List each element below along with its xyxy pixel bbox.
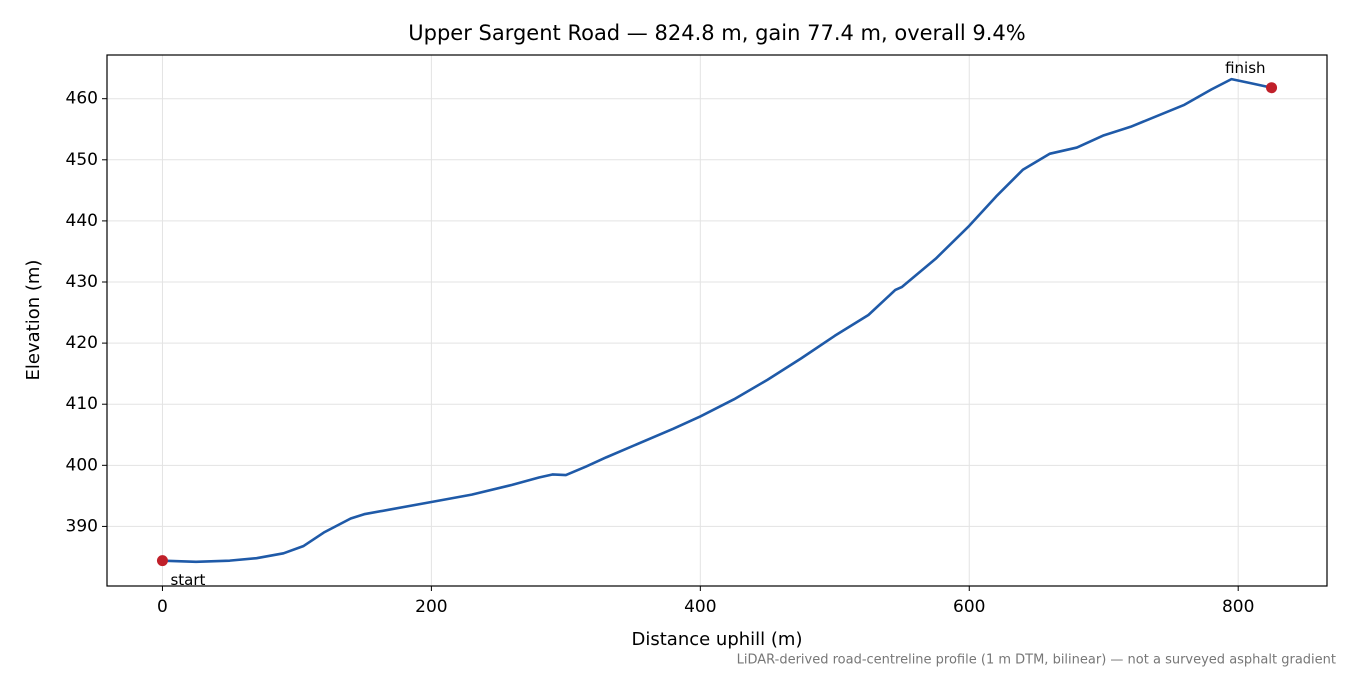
annotation: finish [1225, 59, 1265, 77]
y-tick-label: 450 [66, 150, 98, 170]
x-tick-label: 200 [415, 597, 447, 617]
chart-title: Upper Sargent Road — 824.8 m, gain 77.4 … [408, 21, 1026, 45]
plot-frame [106, 54, 1328, 587]
y-tick-label: 440 [66, 211, 98, 231]
y-axis-label: Elevation (m) [23, 260, 44, 381]
x-tick-label: 600 [953, 597, 985, 617]
endpoint-marker [156, 555, 168, 567]
x-tick-label: 0 [157, 597, 168, 617]
x-tick-label: 400 [684, 597, 716, 617]
y-tick-label: 400 [66, 455, 98, 475]
footnote: LiDAR-derived road-centreline profile (1… [737, 653, 1336, 668]
y-tick-label: 460 [66, 89, 98, 109]
x-axis-label: Distance uphill (m) [632, 629, 803, 650]
endpoint-marker [1266, 82, 1278, 94]
annotation: start [170, 571, 205, 589]
y-tick-label: 410 [66, 394, 98, 414]
y-tick-label: 430 [66, 272, 98, 292]
x-tick-label: 800 [1222, 597, 1254, 617]
y-tick-label: 420 [66, 333, 98, 353]
y-tick-label: 390 [66, 516, 98, 536]
line-series [162, 77, 1272, 564]
